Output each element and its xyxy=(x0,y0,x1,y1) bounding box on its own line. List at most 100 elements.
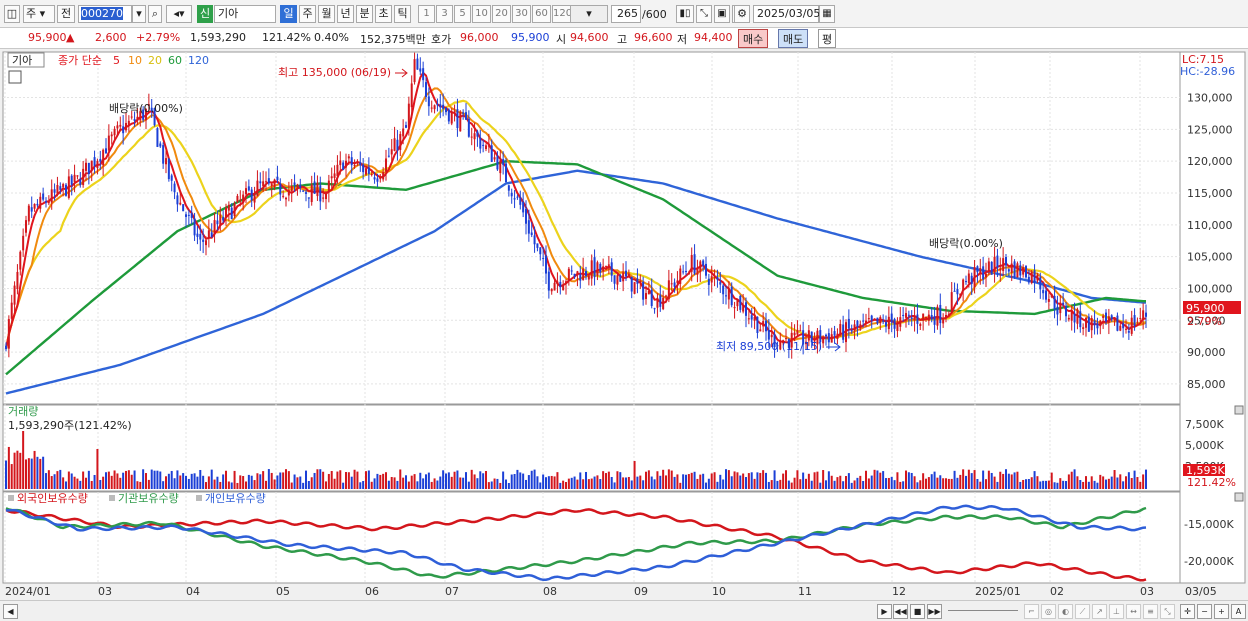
candle-body xyxy=(1067,317,1070,320)
candle-body xyxy=(470,136,473,138)
candle-body xyxy=(1119,325,1122,331)
sound-icon[interactable]: ◂▾ xyxy=(166,5,192,23)
buy-button[interactable]: 매수 xyxy=(738,29,769,48)
crosshair-icon[interactable]: ✛ xyxy=(1180,604,1195,619)
price-tick-label: 115,000 xyxy=(1187,187,1233,200)
draw-tool-1-icon[interactable]: ⌐ xyxy=(1024,604,1039,619)
candle-body xyxy=(593,257,596,278)
candle-body xyxy=(462,112,465,114)
draw-tool-4-icon[interactable]: ⟋ xyxy=(1075,604,1090,619)
tick-button-4[interactable]: 20 xyxy=(492,5,511,23)
volume-bar xyxy=(536,476,539,489)
volume-bar xyxy=(1119,474,1122,489)
volume-bar xyxy=(562,480,565,489)
volume-bar xyxy=(856,477,859,489)
volume-bar xyxy=(605,473,607,489)
grid-toggle-icon[interactable] xyxy=(8,70,22,84)
bar-count-input[interactable]: 265 xyxy=(611,5,641,23)
stock-chart[interactable]: 기아 종가 단순 5 10 20 60 120 LC:7.15 HC:-28.9… xyxy=(0,49,1248,600)
volume-bar xyxy=(307,481,310,489)
candle-body xyxy=(705,263,707,276)
candle-body xyxy=(993,256,996,273)
tick-button-5[interactable]: 30 xyxy=(512,5,531,23)
volume-bar xyxy=(347,472,350,489)
calendar-icon[interactable]: ▦ xyxy=(819,5,835,23)
market-select[interactable]: 주 ▾ xyxy=(23,5,55,23)
candle-body xyxy=(533,235,536,245)
volume-bar xyxy=(73,476,76,489)
price-tick-label: 100,000 xyxy=(1187,282,1233,295)
sell-button[interactable]: 매도 xyxy=(778,29,809,48)
candle-body xyxy=(327,180,330,193)
fast-forward-icon[interactable]: ▶▶ xyxy=(927,604,942,619)
scroll-right-icon[interactable]: ▶ xyxy=(877,604,892,619)
tick-button-1[interactable]: 3 xyxy=(436,5,453,23)
draw-tool-3-icon[interactable]: ◐ xyxy=(1058,604,1073,619)
tick-button-6[interactable]: 60 xyxy=(532,5,551,23)
period-button-2[interactable]: 월 xyxy=(318,5,335,23)
volume-bar xyxy=(342,482,345,489)
font-size-icon[interactable]: A xyxy=(1231,604,1246,619)
volume-bar xyxy=(787,480,790,489)
candle-body xyxy=(459,112,462,132)
type-button[interactable]: 전 xyxy=(57,5,75,23)
tick-button-0[interactable]: 1 xyxy=(418,5,435,23)
tick-button-7[interactable]: 120 xyxy=(552,5,572,23)
period-button-4[interactable]: 분 xyxy=(356,5,373,23)
period-button-3[interactable]: 년 xyxy=(337,5,354,23)
draw-tool-5-icon[interactable]: ↗ xyxy=(1092,604,1107,619)
candle-body xyxy=(265,181,267,183)
candle-type-icon[interactable]: ▮▯ xyxy=(676,5,694,23)
volume-bar xyxy=(445,473,447,489)
stock-name-field[interactable]: 기아 xyxy=(214,5,276,23)
volume-bar xyxy=(916,482,919,489)
candle-body xyxy=(799,330,802,332)
average-button[interactable]: 평 xyxy=(818,29,837,48)
tick-button-2[interactable]: 5 xyxy=(454,5,471,23)
hold-tick-2: -20,000K xyxy=(1184,555,1234,568)
candle-body xyxy=(193,218,196,236)
period-button-5[interactable]: 초 xyxy=(375,5,392,23)
zoom-slider[interactable] xyxy=(948,610,1018,613)
volume-bar xyxy=(199,469,202,489)
draw-tool-icon[interactable]: ⤡ xyxy=(696,5,712,23)
draw-tool-2-icon[interactable]: ◎ xyxy=(1041,604,1056,619)
candle-body xyxy=(513,198,516,200)
zoom-out-icon[interactable]: − xyxy=(1197,604,1212,619)
search-icon[interactable]: ⌕ xyxy=(148,5,162,23)
rewind-icon[interactable]: ◀◀ xyxy=(893,604,908,619)
tick-button-3[interactable]: 10 xyxy=(472,5,491,23)
candle-body xyxy=(1025,266,1027,278)
save-icon[interactable]: ▣ xyxy=(714,5,730,23)
volume-close-icon[interactable] xyxy=(1234,405,1244,415)
stock-code-input[interactable]: 000270 xyxy=(78,5,132,23)
candle-body xyxy=(490,145,493,162)
candle-body xyxy=(42,193,45,200)
code-dropdown-icon[interactable]: ▾ xyxy=(132,5,146,23)
stop-icon[interactable]: ■ xyxy=(910,604,925,619)
candle-body xyxy=(1082,327,1085,329)
holdings-close-icon[interactable] xyxy=(1234,492,1244,502)
window-icon[interactable]: ◫ xyxy=(4,5,20,23)
gear-icon[interactable]: ⚙ xyxy=(734,5,750,23)
interval-combo[interactable]: ▾ xyxy=(570,5,608,23)
volume-bar xyxy=(70,473,73,489)
candle-body xyxy=(299,185,302,188)
volume-bar xyxy=(425,474,427,489)
period-button-1[interactable]: 주 xyxy=(299,5,316,23)
price-tick-label: 110,000 xyxy=(1187,219,1233,232)
draw-tool-8-icon[interactable]: ≡ xyxy=(1143,604,1158,619)
scroll-left-icon[interactable]: ◀ xyxy=(3,604,18,619)
period-button-6[interactable]: 틱 xyxy=(394,5,411,23)
draw-tool-7-icon[interactable]: ↔ xyxy=(1126,604,1141,619)
zoom-in-icon[interactable]: + xyxy=(1214,604,1229,619)
draw-tool-6-icon[interactable]: ⊥ xyxy=(1109,604,1124,619)
candle-body xyxy=(347,156,350,159)
candle-body xyxy=(582,268,585,281)
candle-body xyxy=(296,184,299,188)
volume-bar xyxy=(236,482,239,489)
period-button-0[interactable]: 일 xyxy=(280,5,297,23)
volume-bar xyxy=(985,479,987,489)
date-input[interactable]: 2025/03/05 xyxy=(753,5,820,23)
draw-tool-9-icon[interactable]: ⤡ xyxy=(1160,604,1175,619)
